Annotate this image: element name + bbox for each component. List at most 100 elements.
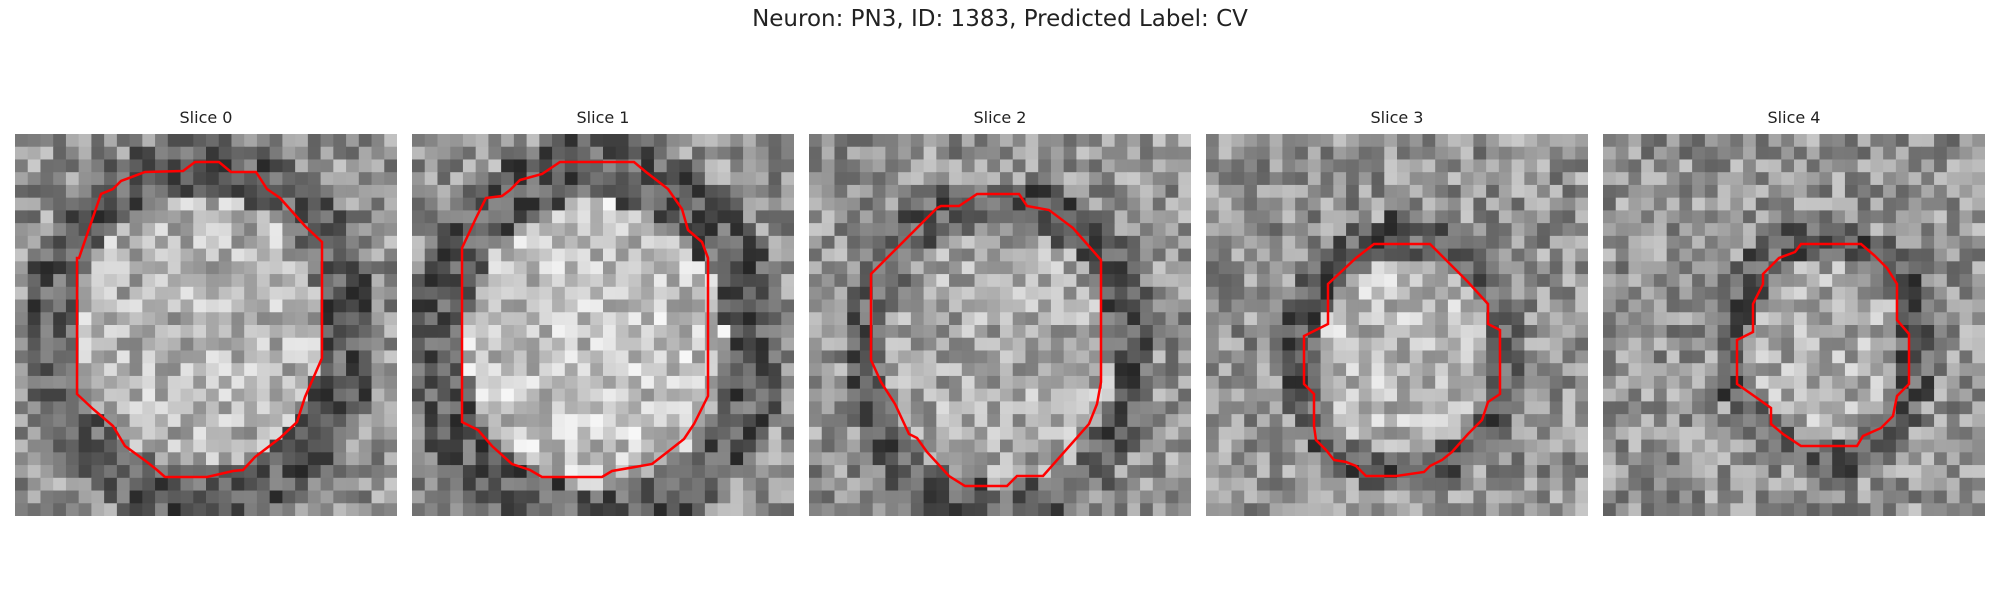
pixel-cell [974,159,988,173]
pixel-cell [27,159,42,173]
pixel-cell [1269,146,1283,161]
pixel-cell [615,134,630,148]
pixel-cell [15,286,29,301]
pixel-cell [834,312,848,326]
pixel-cell [180,414,194,428]
pixel-cell [704,503,719,516]
pixel-cell [885,223,899,237]
pixel-cell [1050,184,1065,199]
pixel-cell [78,452,92,466]
pixel-cell [193,375,207,390]
pixel-cell [692,337,706,352]
pixel-cell [1730,465,1744,479]
pixel-cell [1562,477,1576,492]
pixel-cell [1537,184,1551,199]
pixel-cell [307,439,322,453]
pixel-cell [450,172,464,186]
pixel-cell [1307,452,1322,466]
pixel-cell [1140,197,1154,211]
pixel-cell [603,503,617,516]
pixel-cell [1140,414,1154,428]
pixel-cell [424,274,439,288]
pixel-cell [231,235,245,250]
pixel-cell [1282,184,1296,199]
pixel-cell [231,375,245,390]
pixel-cell [1101,426,1116,441]
pixel-cell [27,337,42,352]
pixel-cell [1333,172,1347,186]
pixel-cell [1384,146,1398,161]
pixel-cell [730,210,744,224]
pixel-cell [244,274,258,288]
pixel-cell [781,375,794,390]
pixel-cell [1422,134,1436,148]
pixel-cell [603,350,617,364]
pixel-cell [768,235,782,250]
pixel-cell [974,465,988,479]
pixel-cell [1384,248,1398,262]
pixel-cell [193,172,207,186]
pixel-cell [155,325,169,339]
pixel-cell [1000,465,1014,479]
pixel-cell [1063,274,1077,288]
pixel-cell [1140,184,1154,199]
pixel-cell [1473,248,1487,262]
pixel-cell [333,210,347,224]
pixel-cell [834,235,848,250]
pixel-cell [1934,159,1948,173]
pixel-cell [1269,350,1283,364]
pixel-cell [129,248,143,262]
pixel-cell [167,401,182,415]
pixel-cell [834,465,848,479]
pixel-cell [513,503,528,516]
pixel-cell [653,414,668,428]
pixel-cell [1127,477,1141,492]
pixel-cell [1755,414,1770,428]
pixel-cell [910,465,925,479]
pixel-cell [346,274,360,288]
pixel-cell [282,134,296,148]
pixel-cell [269,184,283,199]
pixel-cell [1307,235,1322,250]
pixel-cell [218,261,233,275]
pixel-cell [1422,159,1436,173]
pixel-cell [847,439,861,453]
pixel-cell [269,134,283,148]
pixel-cell [1244,363,1258,377]
pixel-cell [987,414,1001,428]
pixel-cell [1524,286,1538,301]
pixel-cell [1537,286,1551,301]
pixel-cell [809,439,823,453]
pixel-cell [1781,375,1795,390]
pixel-cell [1076,337,1090,352]
pixel-cell [513,146,528,161]
pixel-cell [961,134,976,148]
pixel-cell [1946,197,1961,211]
pixel-cell [295,439,309,453]
pixel-cell [1743,248,1757,262]
pixel-cell [1460,490,1474,504]
pixel-cell [1025,452,1039,466]
pixel-cell [488,197,502,211]
pixel-cell [104,452,118,466]
pixel-cell [974,172,988,186]
pixel-cell [488,146,502,161]
pixel-cell [65,503,80,516]
pixel-cell [1101,503,1116,516]
pixel-cell [450,159,464,173]
pixel-cell [1562,465,1576,479]
pixel-cell [1152,337,1167,352]
pixel-cell [358,388,373,402]
pixel-cell [1511,172,1525,186]
pixel-cell [231,172,245,186]
pixel-cell [1781,414,1795,428]
pixel-cell [898,337,912,352]
pixel-cell [333,274,347,288]
pixel-cell [910,146,925,161]
pixel-cell [167,146,182,161]
pixel-cell [1743,490,1757,504]
pixel-cell [768,401,782,415]
pixel-cell [743,159,757,173]
pixel-cell [193,223,207,237]
pixel-cell [603,312,617,326]
